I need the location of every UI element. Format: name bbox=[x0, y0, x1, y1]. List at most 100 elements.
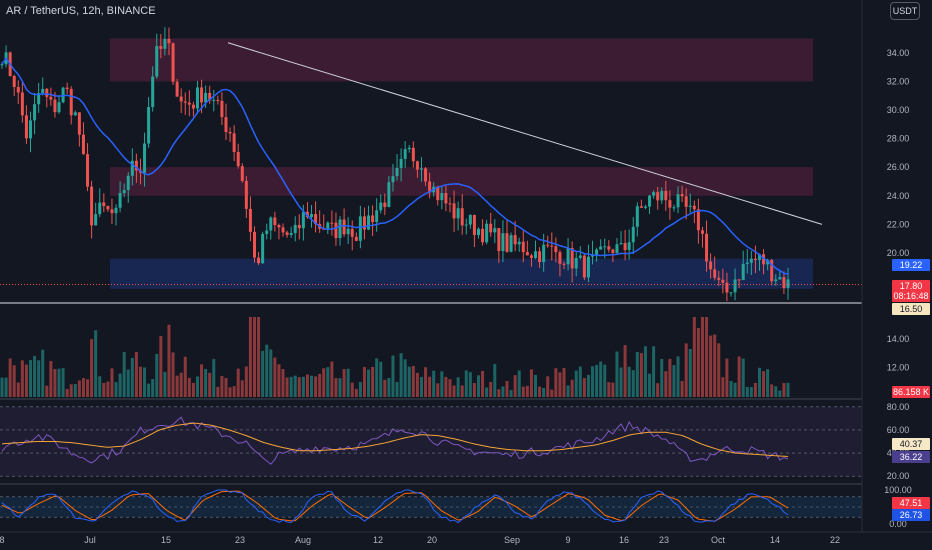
rsi-tick-label: 20.00 bbox=[887, 471, 910, 481]
candle bbox=[538, 251, 542, 263]
volume-bar bbox=[69, 384, 73, 397]
rsi-ma-line bbox=[1, 422, 789, 458]
rsi-pane[interactable] bbox=[0, 406, 862, 477]
candle bbox=[342, 219, 346, 235]
volume-bar bbox=[415, 372, 419, 397]
candle bbox=[684, 196, 688, 207]
resistance-zone bbox=[110, 167, 813, 196]
candle bbox=[163, 38, 167, 49]
candle bbox=[481, 228, 485, 243]
volume-bar bbox=[668, 358, 672, 397]
candle bbox=[29, 120, 33, 139]
candle bbox=[550, 245, 554, 247]
volume-bar bbox=[134, 351, 138, 397]
candle bbox=[566, 248, 570, 265]
price-tick-label: 24.00 bbox=[887, 191, 910, 201]
volume-bar bbox=[367, 369, 371, 397]
candle bbox=[558, 252, 562, 264]
volume-bar bbox=[167, 324, 171, 397]
volume-bar bbox=[257, 317, 261, 397]
time-tick-label: 22 bbox=[830, 535, 840, 545]
candle bbox=[183, 101, 187, 103]
candle bbox=[45, 88, 49, 97]
volume-bar bbox=[574, 370, 578, 397]
volume-bar bbox=[273, 357, 277, 397]
candle bbox=[118, 192, 122, 208]
volume-bar bbox=[448, 379, 452, 397]
volume-bar bbox=[49, 360, 53, 397]
volume-bar bbox=[786, 382, 790, 397]
volume-bar bbox=[778, 390, 782, 397]
candle bbox=[297, 224, 301, 229]
candle bbox=[489, 223, 493, 233]
candle bbox=[216, 99, 220, 101]
candle bbox=[159, 46, 163, 49]
volume-bar bbox=[762, 371, 766, 397]
volume-bar bbox=[440, 371, 444, 397]
currency-button[interactable]: USDT bbox=[890, 2, 920, 20]
volume-bar bbox=[582, 378, 586, 397]
price-axis[interactable]: 34.00 32.00 30.00 28.00 26.00 24.00 22.00 20.00… bbox=[861, 0, 932, 550]
volume-bar bbox=[639, 353, 643, 397]
candle bbox=[631, 226, 635, 243]
stoch-k-line bbox=[1, 489, 789, 524]
candle bbox=[175, 81, 179, 97]
candle bbox=[12, 75, 16, 87]
candle bbox=[167, 38, 171, 44]
volume-bar bbox=[599, 361, 603, 397]
candle bbox=[310, 214, 314, 218]
candle bbox=[407, 147, 411, 150]
volume-bar bbox=[118, 373, 122, 397]
candle bbox=[110, 209, 114, 214]
volume-bar bbox=[77, 380, 81, 397]
candle bbox=[244, 180, 248, 209]
volume-bar bbox=[509, 390, 513, 397]
candle bbox=[314, 214, 318, 225]
volume-bar bbox=[8, 358, 12, 397]
candle bbox=[660, 190, 664, 201]
last-price-tag: 08:16:48 bbox=[893, 291, 928, 301]
rsi-value-tag: 36.22 bbox=[900, 452, 923, 462]
volume-bar bbox=[126, 369, 130, 397]
support-value-tag-background bbox=[892, 303, 930, 315]
volume-bar bbox=[261, 350, 265, 397]
candle bbox=[69, 89, 73, 116]
volume-bar bbox=[281, 368, 285, 397]
volume-bar bbox=[656, 383, 660, 397]
candle bbox=[648, 195, 652, 207]
candle bbox=[444, 193, 448, 204]
candle bbox=[224, 117, 228, 132]
volume-bar bbox=[375, 358, 379, 397]
candle bbox=[749, 258, 753, 263]
volume-bar bbox=[277, 364, 281, 397]
volume-bar bbox=[460, 385, 464, 397]
volume-bar bbox=[171, 352, 175, 397]
volume-bar bbox=[782, 382, 786, 397]
volume-bar bbox=[151, 379, 155, 397]
volume-bar bbox=[138, 366, 142, 397]
candle bbox=[90, 186, 94, 226]
volume-bar bbox=[297, 377, 301, 397]
candle bbox=[191, 104, 195, 109]
candle bbox=[476, 228, 480, 236]
price-pane[interactable] bbox=[0, 27, 932, 485]
volume-bar bbox=[301, 376, 305, 397]
candle bbox=[151, 76, 155, 108]
candle bbox=[33, 104, 37, 121]
time-axis[interactable]: 8 Jul 15 23 Aug 12 20 Sep 9 16 23 Oct 14 22 bbox=[0, 531, 932, 545]
candle bbox=[346, 228, 350, 235]
volume-bar bbox=[179, 372, 183, 397]
volume-bar bbox=[757, 367, 761, 397]
candle bbox=[57, 102, 61, 113]
candle bbox=[729, 292, 733, 294]
volume-bar bbox=[94, 330, 98, 397]
candle bbox=[383, 202, 387, 208]
volume-bar bbox=[175, 375, 179, 397]
candle bbox=[179, 96, 183, 102]
volume-bar bbox=[81, 378, 85, 397]
stoch-rsi-pane[interactable] bbox=[0, 489, 862, 524]
candle bbox=[696, 209, 700, 231]
price-tick-label: 20.00 bbox=[887, 248, 910, 258]
candle bbox=[680, 194, 684, 197]
